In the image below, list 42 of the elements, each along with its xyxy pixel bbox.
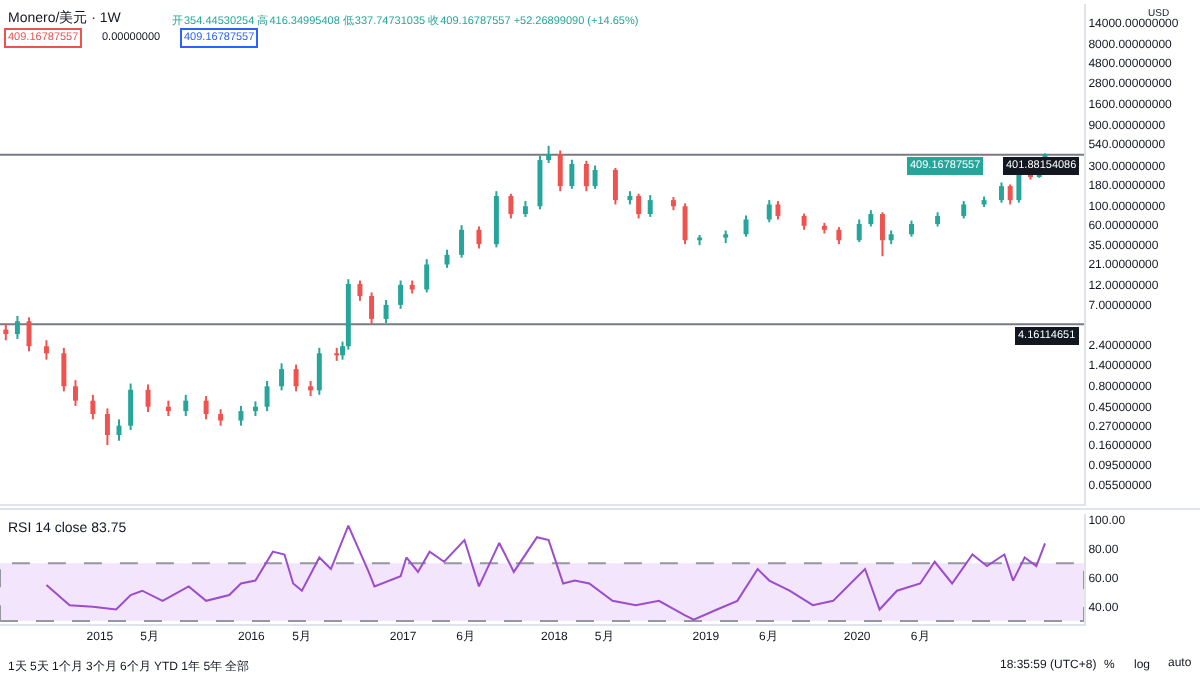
candlestick: [508, 192, 514, 220]
candlestick: [183, 393, 189, 418]
candlestick: [398, 279, 404, 310]
candlestick: [357, 279, 363, 302]
candlestick: [682, 202, 688, 246]
candlestick: [383, 298, 389, 324]
candlestick: [90, 393, 96, 421]
candlestick: [647, 194, 653, 218]
candlestick: [238, 404, 244, 427]
candlestick: [636, 192, 642, 220]
candlestick: [557, 149, 563, 193]
candlestick: [61, 346, 67, 393]
candlestick: [583, 159, 589, 193]
candlestick: [145, 383, 151, 414]
candlestick: [592, 164, 598, 190]
candlestick: [569, 158, 575, 190]
candlestick: [279, 362, 285, 392]
candlestick: [116, 418, 122, 442]
candlestick: [316, 346, 322, 396]
candlestick: [476, 225, 482, 250]
candlestick: [612, 167, 618, 206]
candlestick: [26, 316, 32, 353]
candlestick: [14, 314, 20, 340]
candlestick: [1007, 183, 1013, 206]
candlestick: [743, 214, 749, 238]
candlestick: [424, 258, 430, 294]
candlestick: [444, 248, 450, 269]
candlestick: [128, 382, 134, 432]
candlestick: [775, 200, 781, 221]
candlestick: [104, 407, 110, 447]
candlestick: [856, 218, 862, 244]
candlestick: [459, 224, 465, 259]
candlestick: [43, 339, 49, 361]
candlestick: [766, 199, 772, 224]
candlestick: [72, 379, 78, 407]
candlestick: [998, 181, 1004, 204]
candlestick: [293, 363, 299, 393]
candlestick: [264, 380, 270, 413]
candlestick: [203, 395, 209, 421]
candlestick: [879, 211, 885, 258]
candlestick: [369, 291, 375, 325]
candlestick: [537, 154, 543, 211]
